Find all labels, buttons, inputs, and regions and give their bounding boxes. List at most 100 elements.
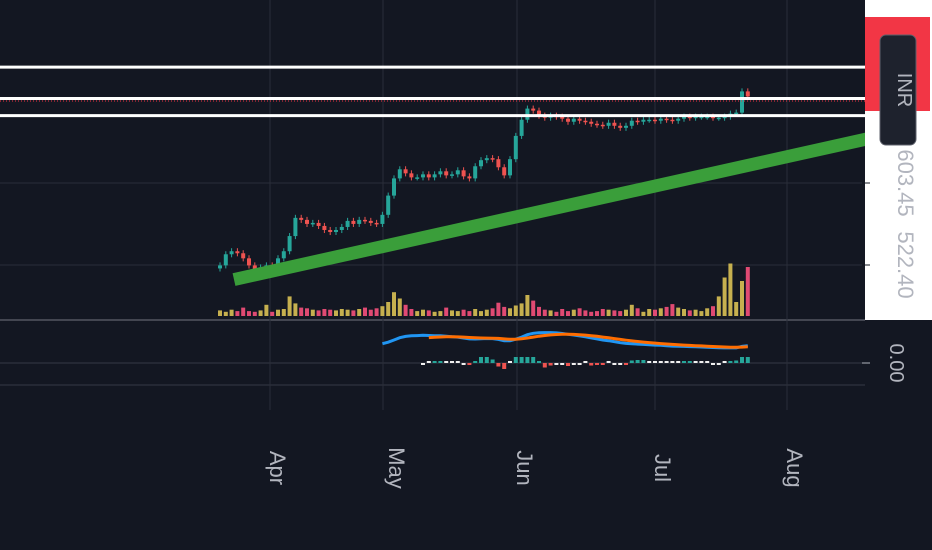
macd-histogram-bar — [426, 361, 431, 363]
candle-body — [740, 91, 744, 113]
volume-bar — [426, 310, 431, 316]
volume-bar — [223, 311, 228, 316]
macd-zero-label: 0.00 — [885, 344, 907, 383]
volume-bar — [438, 311, 443, 316]
candle-body — [745, 91, 750, 97]
candle-body — [508, 159, 512, 176]
volume-bar — [670, 304, 675, 316]
price-candles — [218, 88, 750, 273]
candle-body — [287, 236, 292, 252]
macd-histogram-bar — [589, 363, 594, 366]
macd-histogram-bar — [635, 360, 640, 363]
candle-body — [670, 119, 675, 122]
volume-bar — [531, 300, 536, 316]
candle-body — [496, 159, 501, 168]
candle-body — [357, 219, 362, 224]
candle-body — [351, 220, 356, 224]
candle-body — [415, 177, 420, 179]
volume-bar — [241, 307, 246, 316]
volume-bar — [589, 311, 594, 316]
volume-bar — [548, 310, 553, 316]
volume-bar — [310, 309, 315, 316]
macd-histogram-bar — [624, 363, 628, 365]
candle-body — [368, 220, 373, 223]
volume-bar — [676, 307, 681, 316]
candle-body — [635, 120, 640, 123]
candle-body — [595, 123, 599, 126]
volume-bar — [432, 311, 437, 316]
volume-bar — [525, 295, 530, 316]
volume-bar — [403, 304, 408, 316]
volume-bar — [374, 308, 379, 316]
volume-bar — [421, 309, 425, 316]
candle-body — [409, 173, 414, 178]
candle-body — [235, 251, 240, 254]
volume-bar — [229, 309, 234, 316]
volume-bar — [479, 311, 483, 316]
volume-bar — [600, 309, 605, 316]
macd-histogram-bar — [682, 361, 686, 363]
volume-bar — [635, 308, 640, 316]
candle-body — [658, 118, 663, 121]
candle-body — [293, 217, 298, 237]
candle-body — [334, 229, 338, 233]
volume-bar — [705, 308, 710, 316]
volume-bar — [612, 310, 617, 316]
macd-histogram-bar — [722, 361, 727, 363]
candle-body — [467, 176, 472, 179]
macd-histogram-bar — [537, 361, 541, 363]
candle-body — [473, 166, 478, 179]
volume-bar — [554, 311, 559, 316]
candle-body — [537, 110, 541, 116]
candle-body — [519, 119, 524, 136]
candle-body — [647, 119, 652, 122]
volume-bar — [653, 309, 657, 316]
macd-histogram-bar — [421, 363, 425, 365]
macd-histogram-bar — [600, 363, 605, 365]
candle-body — [299, 217, 304, 220]
candle-body — [450, 174, 454, 176]
volume-bar — [647, 309, 652, 316]
candle-body — [322, 225, 327, 230]
macd-histogram-bar — [438, 361, 443, 363]
candle-body — [653, 119, 657, 122]
macd-histogram-bar — [444, 361, 449, 363]
macd-histogram-bar — [740, 357, 744, 363]
candle-body — [479, 160, 483, 167]
volume-bar — [716, 296, 721, 316]
candle-body — [392, 178, 396, 196]
volume-bar — [658, 308, 663, 316]
candle-body — [583, 120, 588, 123]
macd-histogram-bar — [432, 361, 437, 363]
candle-body — [229, 251, 234, 255]
volume-bar — [380, 306, 385, 316]
candle-body — [363, 219, 367, 222]
candle-body — [571, 118, 576, 122]
volume-bar — [519, 303, 524, 316]
candle-body — [386, 195, 391, 215]
volume-bar — [409, 309, 414, 316]
macd-histogram-bar — [711, 363, 715, 365]
candle-body — [316, 222, 321, 226]
candle-body — [664, 118, 669, 121]
macd-histogram-bar — [542, 363, 547, 368]
volume-bar — [334, 310, 338, 316]
macd-histogram-bar — [473, 361, 478, 363]
volume-bar — [322, 309, 327, 316]
macd-histogram-bar — [525, 357, 530, 363]
macd-histogram-bar — [612, 363, 617, 365]
price-tick-label: 522.40 — [893, 231, 918, 298]
candle-body — [606, 122, 611, 126]
time-tick-label: Jun — [512, 450, 537, 485]
candle-body — [421, 174, 425, 178]
volume-bar — [502, 306, 507, 316]
candle-body — [339, 226, 344, 230]
volume-bar — [542, 309, 547, 316]
macd-histogram-bar — [467, 363, 472, 365]
volume-bar — [629, 304, 634, 316]
candle-body — [624, 125, 628, 128]
volume-bar — [392, 292, 396, 316]
macd-histogram-bar — [693, 361, 698, 363]
candle-body — [281, 251, 286, 259]
